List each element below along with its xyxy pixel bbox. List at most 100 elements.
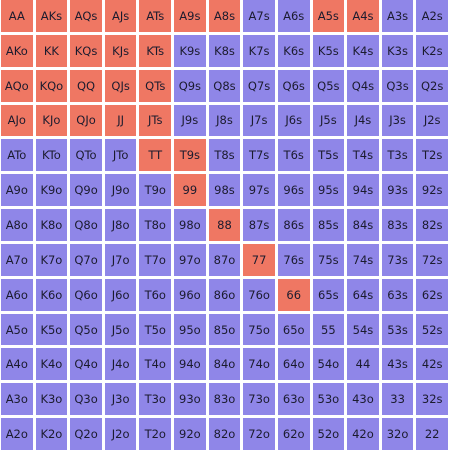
hand-cell-T9s[interactable]: T9s bbox=[174, 139, 206, 172]
hand-cell-Q9o[interactable]: Q9o bbox=[70, 174, 102, 207]
hand-cell-T8s[interactable]: T8s bbox=[208, 139, 241, 172]
hand-cell-Q2s[interactable]: Q2s bbox=[416, 69, 448, 102]
hand-cell-J5o[interactable]: J5o bbox=[104, 313, 137, 346]
hand-cell-JJ[interactable]: JJ bbox=[104, 104, 137, 137]
hand-cell-A5s[interactable]: A5s bbox=[312, 0, 345, 32]
hand-cell-KTo[interactable]: KTo bbox=[35, 139, 68, 172]
hand-cell-KK[interactable]: KK bbox=[35, 34, 68, 67]
hand-cell-AA[interactable]: AA bbox=[1, 0, 33, 32]
hand-cell-T4o[interactable]: T4o bbox=[139, 348, 172, 381]
hand-cell-66[interactable]: 66 bbox=[277, 278, 310, 311]
hand-cell-44[interactable]: 44 bbox=[347, 348, 379, 381]
hand-cell-KQs[interactable]: KQs bbox=[70, 34, 102, 67]
hand-cell-82o[interactable]: 82o bbox=[208, 418, 241, 450]
hand-cell-A6s[interactable]: A6s bbox=[277, 0, 310, 32]
hand-cell-ATs[interactable]: ATs bbox=[139, 0, 172, 32]
hand-cell-63s[interactable]: 63s bbox=[381, 278, 414, 311]
hand-cell-K5s[interactable]: K5s bbox=[312, 34, 345, 67]
hand-cell-85s[interactable]: 85s bbox=[312, 209, 345, 241]
hand-cell-J2s[interactable]: J2s bbox=[416, 104, 448, 137]
hand-cell-T6o[interactable]: T6o bbox=[139, 278, 172, 311]
hand-cell-88[interactable]: 88 bbox=[208, 209, 241, 241]
hand-cell-65o[interactable]: 65o bbox=[277, 313, 310, 346]
hand-cell-T6s[interactable]: T6s bbox=[277, 139, 310, 172]
hand-cell-A3s[interactable]: A3s bbox=[381, 0, 414, 32]
hand-cell-ATo[interactable]: ATo bbox=[1, 139, 33, 172]
hand-cell-AKo[interactable]: AKo bbox=[1, 34, 33, 67]
hand-cell-73o[interactable]: 73o bbox=[243, 383, 275, 416]
hand-cell-A2o[interactable]: A2o bbox=[1, 418, 33, 450]
hand-cell-93o[interactable]: 93o bbox=[174, 383, 206, 416]
hand-cell-K2s[interactable]: K2s bbox=[416, 34, 448, 67]
hand-cell-K9o[interactable]: K9o bbox=[35, 174, 68, 207]
hand-cell-KJo[interactable]: KJo bbox=[35, 104, 68, 137]
hand-cell-93s[interactable]: 93s bbox=[381, 174, 414, 207]
hand-cell-32s[interactable]: 32s bbox=[416, 383, 448, 416]
hand-cell-K5o[interactable]: K5o bbox=[35, 313, 68, 346]
hand-cell-54o[interactable]: 54o bbox=[312, 348, 345, 381]
hand-cell-A2s[interactable]: A2s bbox=[416, 0, 448, 32]
hand-cell-QTs[interactable]: QTs bbox=[139, 69, 172, 102]
hand-cell-72o[interactable]: 72o bbox=[243, 418, 275, 450]
hand-cell-T5o[interactable]: T5o bbox=[139, 313, 172, 346]
hand-cell-63o[interactable]: 63o bbox=[277, 383, 310, 416]
hand-cell-J4s[interactable]: J4s bbox=[347, 104, 379, 137]
hand-cell-QQ[interactable]: QQ bbox=[70, 69, 102, 102]
hand-cell-A5o[interactable]: A5o bbox=[1, 313, 33, 346]
hand-cell-83o[interactable]: 83o bbox=[208, 383, 241, 416]
hand-cell-A9s[interactable]: A9s bbox=[174, 0, 206, 32]
hand-cell-65s[interactable]: 65s bbox=[312, 278, 345, 311]
hand-cell-J8s[interactable]: J8s bbox=[208, 104, 241, 137]
hand-cell-K3o[interactable]: K3o bbox=[35, 383, 68, 416]
hand-cell-AJs[interactable]: AJs bbox=[104, 0, 137, 32]
hand-cell-97s[interactable]: 97s bbox=[243, 174, 275, 207]
hand-cell-75s[interactable]: 75s bbox=[312, 243, 345, 276]
hand-cell-Q3o[interactable]: Q3o bbox=[70, 383, 102, 416]
hand-cell-TT[interactable]: TT bbox=[139, 139, 172, 172]
hand-cell-87o[interactable]: 87o bbox=[208, 243, 241, 276]
hand-cell-K8s[interactable]: K8s bbox=[208, 34, 241, 67]
hand-cell-97o[interactable]: 97o bbox=[174, 243, 206, 276]
hand-cell-76s[interactable]: 76s bbox=[277, 243, 310, 276]
hand-cell-T3o[interactable]: T3o bbox=[139, 383, 172, 416]
hand-cell-96o[interactable]: 96o bbox=[174, 278, 206, 311]
hand-cell-96s[interactable]: 96s bbox=[277, 174, 310, 207]
hand-cell-KJs[interactable]: KJs bbox=[104, 34, 137, 67]
hand-cell-72s[interactable]: 72s bbox=[416, 243, 448, 276]
hand-cell-T2o[interactable]: T2o bbox=[139, 418, 172, 450]
hand-cell-74o[interactable]: 74o bbox=[243, 348, 275, 381]
hand-cell-KTs[interactable]: KTs bbox=[139, 34, 172, 67]
hand-cell-86s[interactable]: 86s bbox=[277, 209, 310, 241]
hand-cell-JTs[interactable]: JTs bbox=[139, 104, 172, 137]
hand-cell-52s[interactable]: 52s bbox=[416, 313, 448, 346]
hand-cell-K3s[interactable]: K3s bbox=[381, 34, 414, 67]
hand-cell-64s[interactable]: 64s bbox=[347, 278, 379, 311]
hand-cell-A8s[interactable]: A8s bbox=[208, 0, 241, 32]
hand-cell-98o[interactable]: 98o bbox=[174, 209, 206, 241]
hand-cell-K6s[interactable]: K6s bbox=[277, 34, 310, 67]
hand-cell-K7o[interactable]: K7o bbox=[35, 243, 68, 276]
hand-cell-92s[interactable]: 92s bbox=[416, 174, 448, 207]
hand-cell-K2o[interactable]: K2o bbox=[35, 418, 68, 450]
hand-cell-74s[interactable]: 74s bbox=[347, 243, 379, 276]
hand-cell-A7o[interactable]: A7o bbox=[1, 243, 33, 276]
hand-cell-86o[interactable]: 86o bbox=[208, 278, 241, 311]
hand-cell-T7s[interactable]: T7s bbox=[243, 139, 275, 172]
hand-cell-A4s[interactable]: A4s bbox=[347, 0, 379, 32]
hand-cell-Q5s[interactable]: Q5s bbox=[312, 69, 345, 102]
hand-cell-T3s[interactable]: T3s bbox=[381, 139, 414, 172]
hand-cell-73s[interactable]: 73s bbox=[381, 243, 414, 276]
hand-cell-T2s[interactable]: T2s bbox=[416, 139, 448, 172]
hand-cell-94s[interactable]: 94s bbox=[347, 174, 379, 207]
hand-cell-Q8o[interactable]: Q8o bbox=[70, 209, 102, 241]
hand-cell-J8o[interactable]: J8o bbox=[104, 209, 137, 241]
hand-cell-AJo[interactable]: AJo bbox=[1, 104, 33, 137]
hand-cell-T8o[interactable]: T8o bbox=[139, 209, 172, 241]
hand-cell-AKs[interactable]: AKs bbox=[35, 0, 68, 32]
hand-cell-77[interactable]: 77 bbox=[243, 243, 275, 276]
hand-cell-Q5o[interactable]: Q5o bbox=[70, 313, 102, 346]
hand-cell-43s[interactable]: 43s bbox=[381, 348, 414, 381]
hand-cell-T4s[interactable]: T4s bbox=[347, 139, 379, 172]
hand-cell-Q6s[interactable]: Q6s bbox=[277, 69, 310, 102]
hand-cell-Q7o[interactable]: Q7o bbox=[70, 243, 102, 276]
